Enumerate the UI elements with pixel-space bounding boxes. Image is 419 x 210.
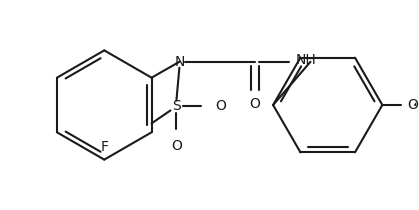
Text: O: O (407, 98, 418, 112)
Text: S: S (172, 100, 181, 113)
Text: NH: NH (295, 53, 316, 67)
Text: F: F (100, 140, 108, 154)
Text: O: O (215, 100, 226, 113)
Text: O: O (249, 97, 260, 110)
Text: O: O (171, 139, 182, 153)
Text: N: N (174, 55, 185, 69)
